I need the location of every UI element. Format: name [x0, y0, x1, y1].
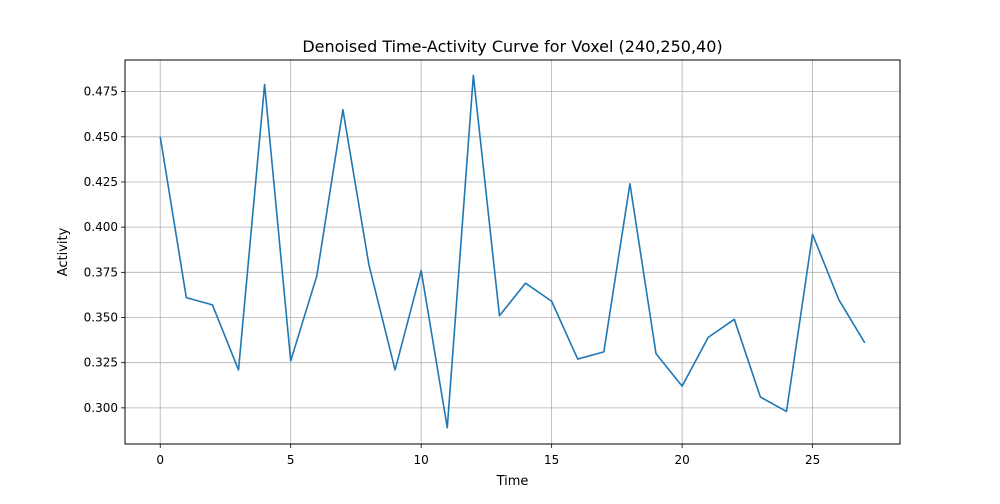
x-tick-label: 10: [414, 453, 429, 467]
x-axis-label: Time: [496, 474, 529, 489]
y-tick-label: 0.450: [84, 130, 118, 144]
y-tick-label: 0.475: [84, 85, 118, 99]
x-tick-label: 5: [287, 453, 295, 467]
x-tick-label: 20: [674, 453, 689, 467]
y-tick-label: 0.350: [84, 311, 118, 325]
x-tick-label: 0: [156, 453, 164, 467]
plot-frame: [124, 59, 901, 445]
grid-layer: [125, 60, 900, 444]
x-tick-label: 25: [805, 453, 820, 467]
series-line-0: [159, 74, 866, 429]
y-tick-label: 0.325: [84, 356, 118, 370]
chart-title: Denoised Time-Activity Curve for Voxel (…: [302, 37, 722, 56]
y-tick-label: 0.300: [84, 401, 118, 415]
y-axis-label: Activity: [56, 227, 71, 276]
series-layer: [159, 74, 866, 429]
tick-layer: 0 5 10 15 20 25 0.300 0.325 0.350 0.375 0.400 0.425…: [84, 85, 821, 467]
y-tick-label: 0.400: [84, 220, 118, 234]
x-tick-label: 15: [544, 453, 559, 467]
y-tick-label: 0.375: [84, 265, 118, 279]
y-tick-label: 0.425: [84, 175, 118, 189]
